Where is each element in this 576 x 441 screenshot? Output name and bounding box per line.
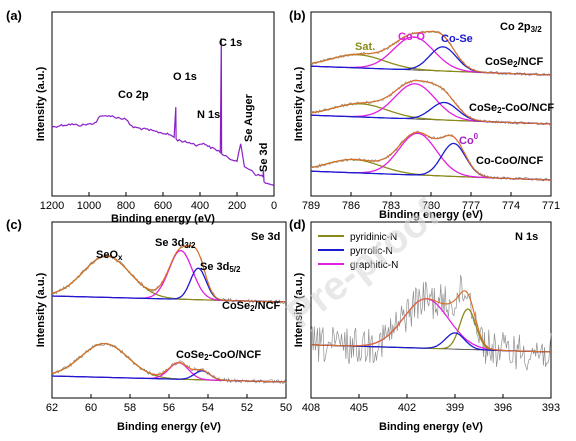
x-tick-label: 200	[228, 200, 246, 212]
panel-d-x-ticks: 408 405 402 399 396 393	[302, 394, 560, 414]
envelope-fit	[310, 30, 551, 76]
component-fit	[311, 36, 551, 76]
panel-a-survey-spectrum	[51, 38, 275, 187]
x-tick-label: 400	[191, 200, 209, 212]
x-tick-label: 60	[85, 402, 97, 414]
envelope-fit	[310, 79, 551, 125]
panel-d-n1s: (d) Intensity (a.u.) Binding energy (eV)…	[289, 217, 560, 433]
panel-c-title: Se 3d	[251, 231, 280, 243]
panel-a-ylabel: Intensity (a.u.)	[35, 66, 47, 141]
panel-c-ylabel: Intensity (a.u.)	[35, 272, 47, 347]
envelope-fit	[310, 131, 551, 181]
panel-c-annotation-seox: SeOx	[96, 249, 123, 262]
panel-d-xlabel: Binding energy (eV)	[379, 421, 483, 433]
panel-a-annotation-n1s: N 1s	[197, 109, 220, 121]
x-tick-label: 780	[422, 200, 440, 212]
component-fit	[52, 267, 286, 303]
raw-spectrum	[310, 275, 552, 371]
panel-a-annotation-o1s: O 1s	[173, 71, 197, 83]
x-tick-label: 50	[280, 402, 292, 414]
x-tick-label: 600	[154, 200, 172, 212]
x-tick-label: 54	[202, 402, 214, 414]
panel-d-legend: pyridinic-N pyrrolic-N graphitic-N	[318, 232, 398, 271]
x-tick-label: 393	[542, 402, 560, 414]
panel-b-x-ticks: 789 786 783 780 777 774 771	[302, 192, 560, 212]
component-fit	[52, 370, 286, 383]
x-tick-label: 399	[446, 402, 464, 414]
x-tick-label: 408	[302, 402, 320, 414]
x-tick-label: 62	[46, 402, 58, 414]
component-fit	[51, 255, 286, 303]
panel-c-fits	[51, 243, 287, 384]
panel-a-annotation-co2p: Co 2p	[118, 89, 149, 101]
panel-d-frame	[310, 221, 552, 399]
panel-a-annotation-se3d: Se 3d	[258, 143, 270, 172]
x-tick-label: 789	[302, 200, 320, 212]
panel-d-title: N 1s	[515, 231, 538, 243]
x-tick-label: 396	[494, 402, 512, 414]
panel-b-annotation-sat: Sat.	[355, 41, 375, 53]
panel-b-trace-label-co-coo-ncf: Co-CoO/NCF	[476, 155, 543, 167]
envelope-fit	[51, 343, 286, 383]
legend-label-graphitic: graphitic-N	[350, 260, 398, 271]
panel-a-annotation-se-auger: Se Auger	[243, 93, 255, 142]
panel-a-label: (a)	[6, 8, 22, 23]
panel-b-fits	[310, 29, 552, 182]
panel-c-trace-label-cose2-ncf: CoSe2/NCF	[222, 300, 281, 313]
x-tick-label: 771	[542, 200, 560, 212]
raw-spectrum	[51, 243, 287, 305]
legend-label-pyridinic: pyridinic-N	[350, 232, 397, 243]
panel-b-label: (b)	[289, 8, 306, 23]
panel-b-trace-label-cose2-ncf: CoSe2/NCF	[485, 56, 544, 69]
panel-d-label: (d)	[289, 217, 306, 232]
x-tick-label: 1000	[77, 200, 101, 212]
panel-c-trace-label-cose2-coo-ncf: CoSe2-CoO/NCF	[176, 349, 261, 362]
panel-d-ylabel: Intensity (a.u.)	[293, 272, 305, 347]
x-tick-label: 1200	[40, 200, 64, 212]
x-tick-label: 786	[342, 200, 360, 212]
panel-c-x-ticks: 62 60 58 56 54 52 50	[46, 394, 292, 414]
panel-b-xlabel: Binding energy (eV)	[379, 209, 483, 221]
component-fit	[52, 249, 286, 303]
panel-c-label: (c)	[6, 217, 22, 232]
x-tick-label: 774	[502, 200, 520, 212]
panel-b-co2p: (b) Intensity (a.u.) Binding energy (eV)…	[289, 8, 560, 221]
panel-b-ylabel: Intensity (a.u.)	[293, 66, 305, 141]
envelope-fit	[311, 290, 551, 353]
panel-c-annotation-se3d32: Se 3d3/2	[155, 237, 196, 250]
panel-b-annotation-co0: Co0	[459, 132, 479, 147]
x-tick-label: 58	[124, 402, 136, 414]
panel-a-annotation-c1s: C 1s	[219, 37, 242, 49]
x-tick-label: 783	[382, 200, 400, 212]
panel-b-annotation-co-se: Co-Se	[441, 33, 473, 45]
x-tick-label: 52	[241, 402, 253, 414]
panel-c-annotation-se3d52: Se 3d5/2	[200, 261, 241, 274]
panel-b-annotation-co-o: Co-O	[398, 31, 425, 43]
x-tick-label: 405	[350, 402, 368, 414]
panel-a-x-ticks: 1200 1000 800 600 400 200 0	[40, 192, 277, 212]
panel-c-se3d: (c) Intensity (a.u.) Binding energy (eV)…	[6, 217, 292, 433]
x-tick-label: 777	[462, 200, 480, 212]
x-tick-label: 56	[163, 402, 175, 414]
x-tick-label: 0	[271, 200, 277, 212]
panel-a-survey: (a) Intensity (a.u.) Binding energy (eV)…	[6, 8, 277, 225]
watermark: Pre-proof	[278, 191, 447, 337]
panel-a-xlabel: Binding energy (eV)	[111, 213, 215, 225]
x-tick-label: 402	[398, 402, 416, 414]
legend-label-pyrrolic: pyrrolic-N	[350, 246, 393, 257]
panel-b-trace-label-cose2-coo-ncf: CoSe2-CoO/NCF	[469, 102, 554, 115]
envelope-fit	[51, 245, 286, 303]
component-fit	[311, 298, 551, 353]
panel-c-xlabel: Binding energy (eV)	[117, 421, 221, 433]
x-tick-label: 800	[117, 200, 135, 212]
panel-b-title: Co 2p3/2	[500, 21, 542, 34]
panel-d-fits	[310, 275, 552, 371]
